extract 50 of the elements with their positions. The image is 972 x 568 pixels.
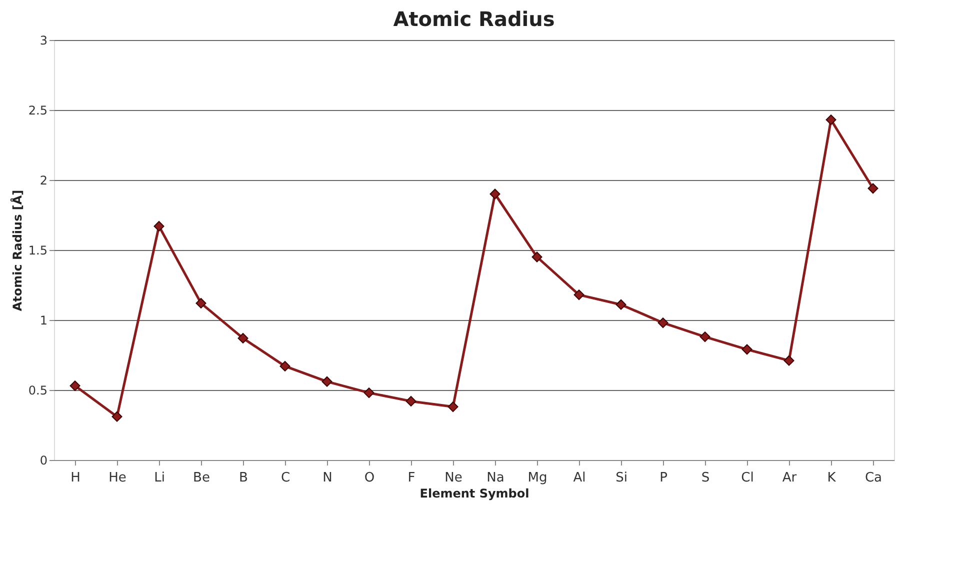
y-tick-label: 1: [40, 314, 48, 328]
x-tick-label: Si: [616, 470, 628, 486]
x-tick-label: C: [280, 470, 290, 486]
y-tick-label: 0.5: [28, 384, 48, 398]
point: [532, 252, 542, 262]
y-tick-label: 0: [40, 454, 48, 468]
point: [868, 183, 878, 194]
x-tick-label: Be: [193, 470, 210, 486]
point: [196, 298, 206, 308]
point: [322, 376, 332, 387]
point: [490, 188, 500, 200]
y-tick-label: 3: [40, 34, 48, 48]
y-axis-title: Atomic Radius [Å]: [9, 190, 24, 312]
chart-title: Atomic Radius: [393, 7, 555, 31]
x-tick-label: Ar: [782, 470, 798, 486]
x-axis-title: Element Symbol: [420, 486, 530, 500]
point: [70, 380, 80, 392]
x-tick-label: P: [660, 470, 668, 486]
x-tick-label: Ne: [444, 470, 462, 486]
point: [700, 332, 710, 342]
y-tick-label: 1.5: [28, 244, 48, 258]
x-tick-label: He: [108, 470, 126, 486]
x-tick-label: S: [701, 470, 710, 486]
y-tick-label: 2.5: [28, 104, 48, 118]
point: [574, 290, 584, 300]
point: [406, 396, 416, 406]
point: [154, 220, 164, 232]
x-tick-label: Li: [154, 470, 165, 486]
x-tick-label: K: [827, 470, 836, 486]
point: [616, 299, 626, 310]
point: [784, 355, 794, 366]
point: [658, 318, 668, 328]
point: [448, 402, 458, 412]
x-tick-label: N: [322, 470, 332, 486]
x-tick-label: B: [239, 470, 248, 486]
x-tick-label: H: [70, 470, 80, 486]
point: [280, 360, 290, 372]
y-tick-label: 2: [40, 174, 48, 188]
point: [742, 344, 752, 355]
x-tick-label: F: [408, 470, 416, 486]
x-tick-label: Cl: [741, 470, 754, 486]
x-tick-label: Al: [573, 470, 586, 486]
x-tick-label: O: [364, 470, 375, 486]
x-tick-label: Na: [486, 470, 504, 486]
x-tick-label: Mg: [528, 470, 548, 486]
point: [112, 411, 122, 422]
point: [238, 332, 248, 344]
point: [364, 388, 374, 398]
x-tick-label: Ca: [864, 470, 882, 486]
point: [826, 114, 836, 126]
